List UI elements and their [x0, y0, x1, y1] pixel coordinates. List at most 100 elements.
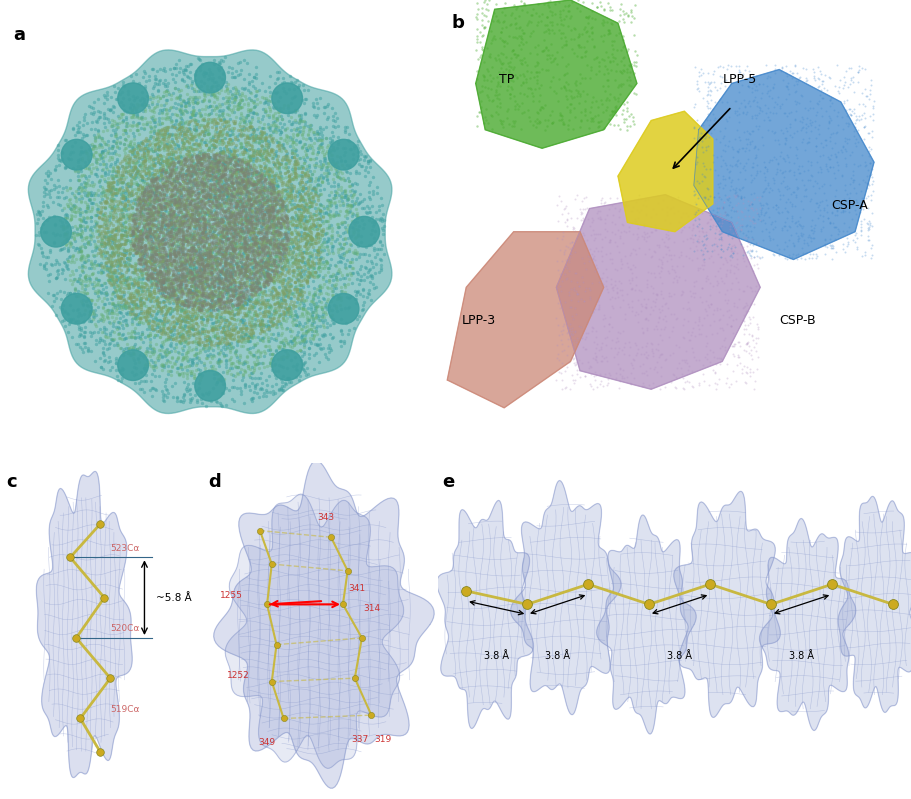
Point — [619, 215, 634, 228]
Point — [218, 268, 232, 281]
Point — [134, 185, 148, 198]
Point — [319, 170, 333, 183]
Point — [242, 384, 257, 397]
Point — [302, 173, 317, 186]
Point — [192, 210, 207, 223]
Point — [270, 320, 284, 333]
Point — [285, 147, 300, 160]
Point — [732, 205, 747, 218]
Point — [146, 304, 160, 317]
Point — [261, 141, 275, 153]
Point — [262, 207, 277, 220]
Point — [280, 191, 294, 204]
Point — [225, 356, 240, 369]
Point — [276, 71, 291, 84]
Point — [293, 161, 308, 174]
Point — [285, 165, 300, 177]
Point — [159, 124, 174, 137]
Point — [228, 166, 242, 179]
Point — [658, 296, 672, 309]
Point — [283, 191, 298, 204]
Point — [225, 284, 240, 297]
Point — [197, 296, 211, 308]
Point — [77, 220, 91, 233]
Point — [121, 223, 136, 236]
Point — [210, 160, 224, 173]
Point — [280, 212, 294, 225]
Point — [220, 186, 235, 199]
Point — [197, 185, 211, 197]
Point — [328, 114, 343, 127]
Point — [241, 161, 256, 173]
Point — [254, 190, 269, 203]
Point — [218, 245, 232, 258]
Point — [627, 244, 641, 256]
Point — [192, 208, 207, 221]
Point — [712, 193, 727, 206]
Point — [180, 185, 195, 198]
Point — [234, 290, 249, 303]
Point — [189, 317, 203, 330]
Point — [773, 166, 788, 179]
Point — [679, 374, 693, 387]
Point — [208, 224, 222, 237]
Point — [260, 276, 274, 289]
Point — [159, 93, 173, 106]
Point — [179, 248, 194, 260]
Point — [172, 237, 187, 249]
Point — [207, 192, 221, 205]
Point — [305, 190, 320, 203]
Point — [261, 256, 275, 268]
Point — [246, 266, 261, 279]
Point — [590, 228, 605, 240]
Point — [174, 107, 189, 120]
Point — [207, 204, 221, 217]
Point — [168, 128, 182, 141]
Point — [116, 202, 130, 215]
Point — [319, 157, 333, 169]
Point — [233, 197, 248, 210]
Point — [238, 357, 252, 370]
Point — [219, 259, 233, 272]
Point — [53, 301, 67, 314]
Point — [270, 287, 284, 300]
Point — [757, 161, 772, 173]
Point — [575, 212, 589, 225]
Point — [481, 94, 496, 107]
Point — [230, 163, 244, 176]
Point — [255, 199, 270, 212]
Point — [343, 198, 357, 211]
Point — [107, 170, 121, 183]
Point — [112, 258, 127, 271]
Point — [271, 121, 285, 133]
Point — [218, 204, 232, 217]
Point — [156, 283, 170, 296]
Point — [83, 142, 97, 155]
Point — [826, 189, 841, 202]
Point — [325, 284, 340, 297]
Point — [252, 281, 267, 294]
Point — [472, 50, 486, 63]
Point — [192, 275, 207, 288]
Point — [636, 225, 650, 238]
Point — [138, 203, 152, 216]
Point — [741, 95, 755, 108]
Point — [172, 217, 187, 229]
Point — [138, 347, 152, 360]
Point — [294, 269, 309, 282]
Point — [184, 78, 199, 91]
Point — [186, 204, 200, 217]
Point — [256, 190, 271, 203]
Point — [707, 227, 722, 240]
Point — [156, 280, 170, 293]
Point — [267, 288, 281, 301]
Point — [705, 204, 720, 217]
Point — [353, 148, 368, 161]
Point — [211, 191, 226, 204]
Point — [104, 176, 118, 189]
Point — [94, 209, 108, 221]
Point — [341, 171, 355, 184]
Point — [217, 280, 231, 292]
Point — [182, 260, 197, 272]
Point — [203, 246, 218, 259]
